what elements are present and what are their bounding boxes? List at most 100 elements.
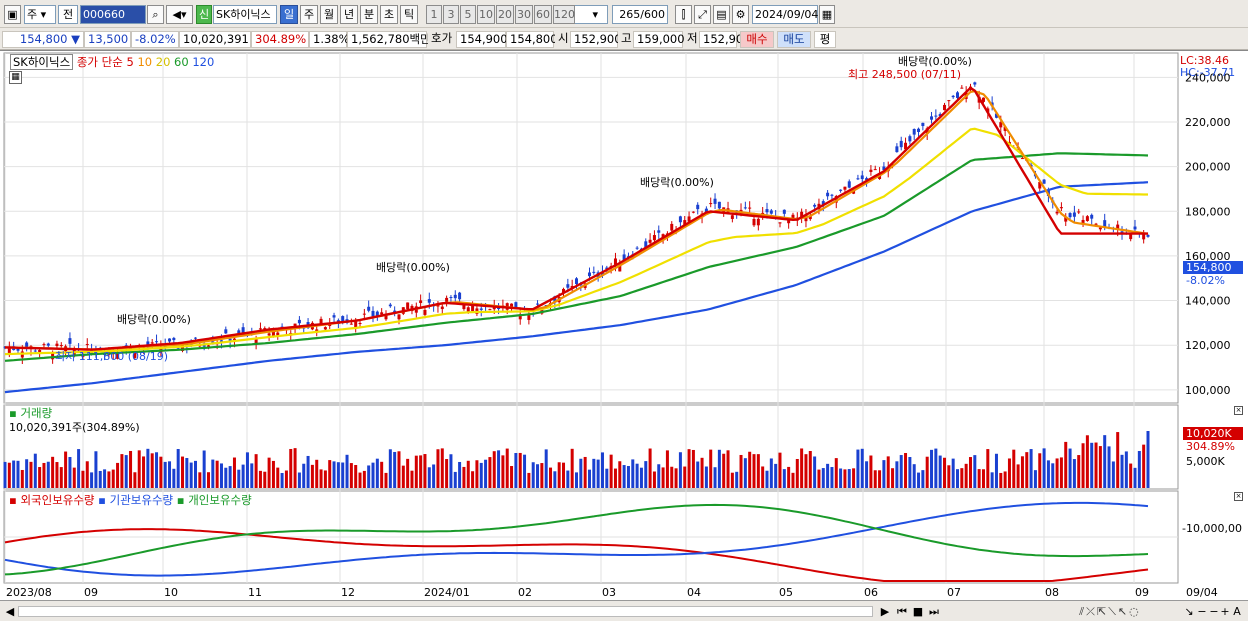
interval-5[interactable]: 초	[380, 5, 398, 24]
gear-icon[interactable]: ⚙	[732, 5, 749, 24]
volume-close-icon[interactable]: ×	[1234, 406, 1243, 415]
month-label: 10	[164, 586, 178, 599]
minus-icon[interactable]: −	[1209, 605, 1219, 618]
volume-bar	[808, 450, 812, 488]
memo-button[interactable]: 평	[814, 31, 836, 48]
bottom-scroll-bar: ◀ ▶ ⏮ ■ ⏭ ⫽⤫⇱⟍↖◌ ↘ − − + A	[0, 600, 1248, 621]
interval-6[interactable]: 틱	[400, 5, 418, 24]
minute-60[interactable]: 60	[534, 5, 552, 24]
volume-bar	[155, 452, 159, 488]
candle-body	[33, 350, 37, 352]
candle-body	[85, 344, 89, 346]
scroll-right-icon[interactable]: ▶	[880, 605, 890, 618]
scroll-left-icon[interactable]: ◀	[5, 605, 15, 618]
interval-0[interactable]: 일	[280, 5, 298, 24]
minute-120[interactable]: 120	[553, 5, 575, 24]
candle-body	[237, 330, 241, 334]
font-size-icon[interactable]: A	[1233, 605, 1241, 618]
candle-body	[449, 297, 453, 299]
month-label: 02	[518, 586, 532, 599]
sound-icon[interactable]: ◀▾	[166, 5, 193, 24]
volume-bar	[592, 458, 596, 488]
candle-body	[912, 128, 916, 135]
interval-3[interactable]: 년	[340, 5, 358, 24]
zoom-out-icon[interactable]: −	[1197, 605, 1207, 618]
candle-body	[510, 303, 514, 307]
volume-bar	[1072, 459, 1076, 488]
volume-bar	[198, 472, 202, 488]
save-icon[interactable]: ▤	[713, 5, 730, 24]
volume-bar	[90, 472, 94, 488]
plus-icon[interactable]: +	[1220, 605, 1230, 618]
candle-body	[1068, 213, 1072, 218]
candle-body	[488, 309, 492, 311]
volume-bar	[1055, 458, 1059, 488]
volume-bar	[1111, 461, 1115, 488]
interval-2[interactable]: 월	[320, 5, 338, 24]
candle-body	[349, 323, 353, 325]
candle-body	[930, 116, 934, 120]
table-icon[interactable]: ▦	[9, 71, 22, 84]
volume-bar	[29, 461, 33, 488]
volume-bar	[194, 460, 197, 488]
chart-area[interactable]: 240,000 220,000 200,000 180,000 160,000 140,0…	[0, 50, 1248, 600]
volume-bar	[761, 466, 765, 488]
volume-bar	[908, 457, 912, 488]
volume-bar	[691, 449, 695, 488]
volume-bar	[566, 470, 570, 488]
sell-button[interactable]: 매도	[777, 31, 811, 48]
minute-5[interactable]: 5	[460, 5, 476, 24]
minute-10[interactable]: 10	[477, 5, 495, 24]
candle-icon[interactable]: ⫿	[675, 5, 692, 24]
date-field[interactable]: 2024/09/04	[752, 5, 818, 24]
buy-button[interactable]: 매수	[740, 31, 774, 48]
first-icon[interactable]: ⏮	[897, 605, 907, 618]
volume-bar	[211, 459, 215, 488]
minute-20[interactable]: 20	[496, 5, 514, 24]
stock-name-field[interactable]: SK하이닉스	[213, 5, 277, 24]
last-icon[interactable]: ⏭	[929, 605, 939, 618]
candle-body	[873, 169, 877, 171]
window-icon[interactable]: ▣	[4, 5, 21, 24]
candle-body	[224, 329, 228, 334]
volume-bar	[562, 462, 566, 488]
crosshair-icon[interactable]: ⤢	[694, 5, 711, 24]
holding-close-icon[interactable]: ×	[1234, 492, 1243, 501]
ma5-line	[4, 86, 1148, 351]
prev-button[interactable]: 전	[58, 5, 78, 24]
scroll-track[interactable]	[18, 606, 873, 617]
high-label: 고	[618, 31, 634, 48]
calendar-icon[interactable]: ▦	[819, 5, 835, 24]
candle-body	[956, 92, 959, 98]
chart-canvas[interactable]: 240,000 220,000 200,000 180,000 160,000 140,0…	[0, 51, 1248, 601]
volume-bar	[648, 448, 652, 488]
volume-bar	[990, 472, 994, 488]
minute-30[interactable]: 30	[515, 5, 533, 24]
stock-code-input[interactable]: 000660	[80, 5, 146, 24]
zoom-out-small-icon[interactable]: ↘	[1184, 605, 1194, 618]
volume-bar	[722, 453, 726, 488]
volume-bar	[306, 455, 310, 488]
candle-body	[471, 305, 475, 312]
volume-bar	[743, 458, 747, 488]
drawing-tools[interactable]: ⫽⤫⇱⟍↖◌	[1079, 605, 1141, 618]
search-icon[interactable]: ⌕	[147, 5, 164, 24]
custom-interval-select[interactable]: ▾	[572, 5, 608, 24]
volume-bar	[839, 468, 843, 488]
volume-bar	[354, 465, 358, 488]
volume-bar	[639, 467, 643, 488]
minute-3[interactable]: 3	[443, 5, 459, 24]
interval-1[interactable]: 주	[300, 5, 318, 24]
price-change: 13,500	[84, 31, 131, 48]
count-field[interactable]: 265/600	[612, 5, 668, 24]
candle-body	[730, 215, 734, 219]
volume-bar	[232, 457, 236, 488]
volume-bar	[774, 463, 778, 488]
volume-bar	[947, 465, 951, 488]
candle-body	[241, 327, 245, 334]
minute-1[interactable]: 1	[426, 5, 442, 24]
interval-4[interactable]: 분	[360, 5, 378, 24]
period-type-select[interactable]: 주 ▾	[24, 5, 56, 24]
stop-icon[interactable]: ■	[912, 605, 924, 618]
candle-body	[1064, 216, 1068, 222]
